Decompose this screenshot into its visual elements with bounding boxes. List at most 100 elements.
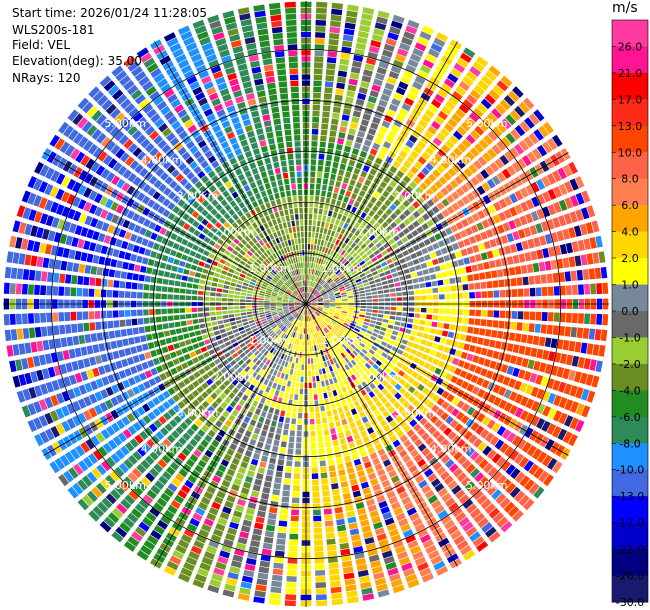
velocity-gate <box>355 181 363 189</box>
velocity-gate <box>257 572 269 580</box>
velocity-gate <box>315 232 319 239</box>
velocity-gate <box>318 159 324 166</box>
velocity-gate <box>221 306 228 310</box>
velocity-gate <box>381 120 391 129</box>
velocity-gate <box>386 490 396 499</box>
velocity-gate <box>511 161 522 173</box>
velocity-gate <box>399 258 406 264</box>
velocity-gate <box>161 254 169 262</box>
velocity-gate <box>315 7 327 14</box>
velocity-gate <box>344 320 351 325</box>
velocity-gate <box>258 305 264 308</box>
velocity-gate <box>324 304 330 306</box>
velocity-gate <box>335 362 340 369</box>
velocity-gate <box>350 408 358 416</box>
velocity-gate <box>340 52 351 60</box>
velocity-gate <box>361 373 368 380</box>
velocity-gate <box>349 122 358 130</box>
velocity-gate <box>477 357 486 366</box>
velocity-gate <box>306 322 308 328</box>
velocity-gate <box>388 406 396 414</box>
velocity-gate <box>349 249 356 256</box>
velocity-gate <box>456 540 469 551</box>
velocity-gate <box>332 112 340 119</box>
velocity-gate <box>315 283 320 289</box>
velocity-gate <box>369 432 377 440</box>
velocity-gate <box>330 403 336 410</box>
velocity-gate <box>312 262 316 269</box>
velocity-gate <box>525 412 535 424</box>
velocity-gate <box>456 57 469 68</box>
velocity-gate <box>98 256 106 265</box>
velocity-gate <box>462 521 474 532</box>
velocity-gate <box>338 286 345 290</box>
velocity-gate <box>41 326 48 337</box>
velocity-gate <box>418 345 426 352</box>
velocity-gate <box>510 321 517 330</box>
velocity-gate <box>548 246 556 257</box>
velocity-gate <box>466 353 474 362</box>
velocity-gate <box>326 316 332 321</box>
velocity-gate <box>383 314 390 319</box>
velocity-gate <box>318 393 323 400</box>
velocity-gate <box>586 205 596 218</box>
velocity-gate <box>488 89 500 101</box>
velocity-gate <box>58 312 65 322</box>
velocity-gate <box>388 194 396 202</box>
velocity-gate <box>161 346 169 354</box>
velocity-gate <box>325 69 335 76</box>
velocity-gate <box>492 248 500 258</box>
velocity-gate <box>406 279 413 285</box>
velocity-gate <box>542 248 550 258</box>
velocity-gate <box>218 279 225 284</box>
velocity-gate <box>493 290 500 298</box>
velocity-gate <box>390 20 403 30</box>
velocity-gate <box>336 299 342 302</box>
velocity-gate <box>369 148 378 156</box>
velocity-gate <box>552 426 562 438</box>
velocity-gate <box>434 233 442 241</box>
velocity-gate <box>313 208 318 214</box>
velocity-gate <box>143 309 149 316</box>
velocity-gate <box>372 162 380 171</box>
velocity-gate <box>477 337 484 345</box>
velocity-gate <box>286 368 290 374</box>
velocity-gate <box>171 336 178 343</box>
velocity-gate <box>539 362 547 373</box>
velocity-gate <box>463 309 469 316</box>
velocity-gate <box>385 464 395 473</box>
velocity-gate <box>328 263 333 269</box>
velocity-gate <box>266 412 273 420</box>
velocity-gate <box>450 68 462 79</box>
velocity-gate <box>144 351 152 360</box>
velocity-gate <box>183 269 190 275</box>
velocity-gate <box>415 474 425 484</box>
velocity-gate <box>54 338 62 349</box>
velocity-gate <box>483 134 494 146</box>
velocity-gate <box>383 424 391 432</box>
velocity-gate <box>276 304 282 307</box>
velocity-gate <box>3 282 10 294</box>
velocity-gate <box>332 377 338 384</box>
velocity-gate <box>315 183 321 190</box>
velocity-gate <box>445 227 453 236</box>
velocity-gate <box>500 136 511 148</box>
velocity-gate <box>10 329 18 341</box>
velocity-gate <box>380 261 388 267</box>
velocity-gate <box>472 536 485 547</box>
velocity-gate <box>356 247 363 254</box>
velocity-gate <box>315 326 319 332</box>
velocity-gate <box>361 339 368 345</box>
velocity-gate <box>451 397 460 406</box>
velocity-gate <box>309 340 312 346</box>
velocity-gate <box>411 371 419 379</box>
velocity-gate <box>517 311 524 320</box>
velocity-gate <box>309 262 312 268</box>
velocity-gate <box>520 396 529 407</box>
velocity-gate <box>456 472 467 483</box>
velocity-gate <box>395 444 405 453</box>
velocity-gate <box>264 296 271 299</box>
velocity-gate <box>167 308 173 314</box>
velocity-gate <box>403 268 410 274</box>
velocity-gate <box>223 285 230 289</box>
